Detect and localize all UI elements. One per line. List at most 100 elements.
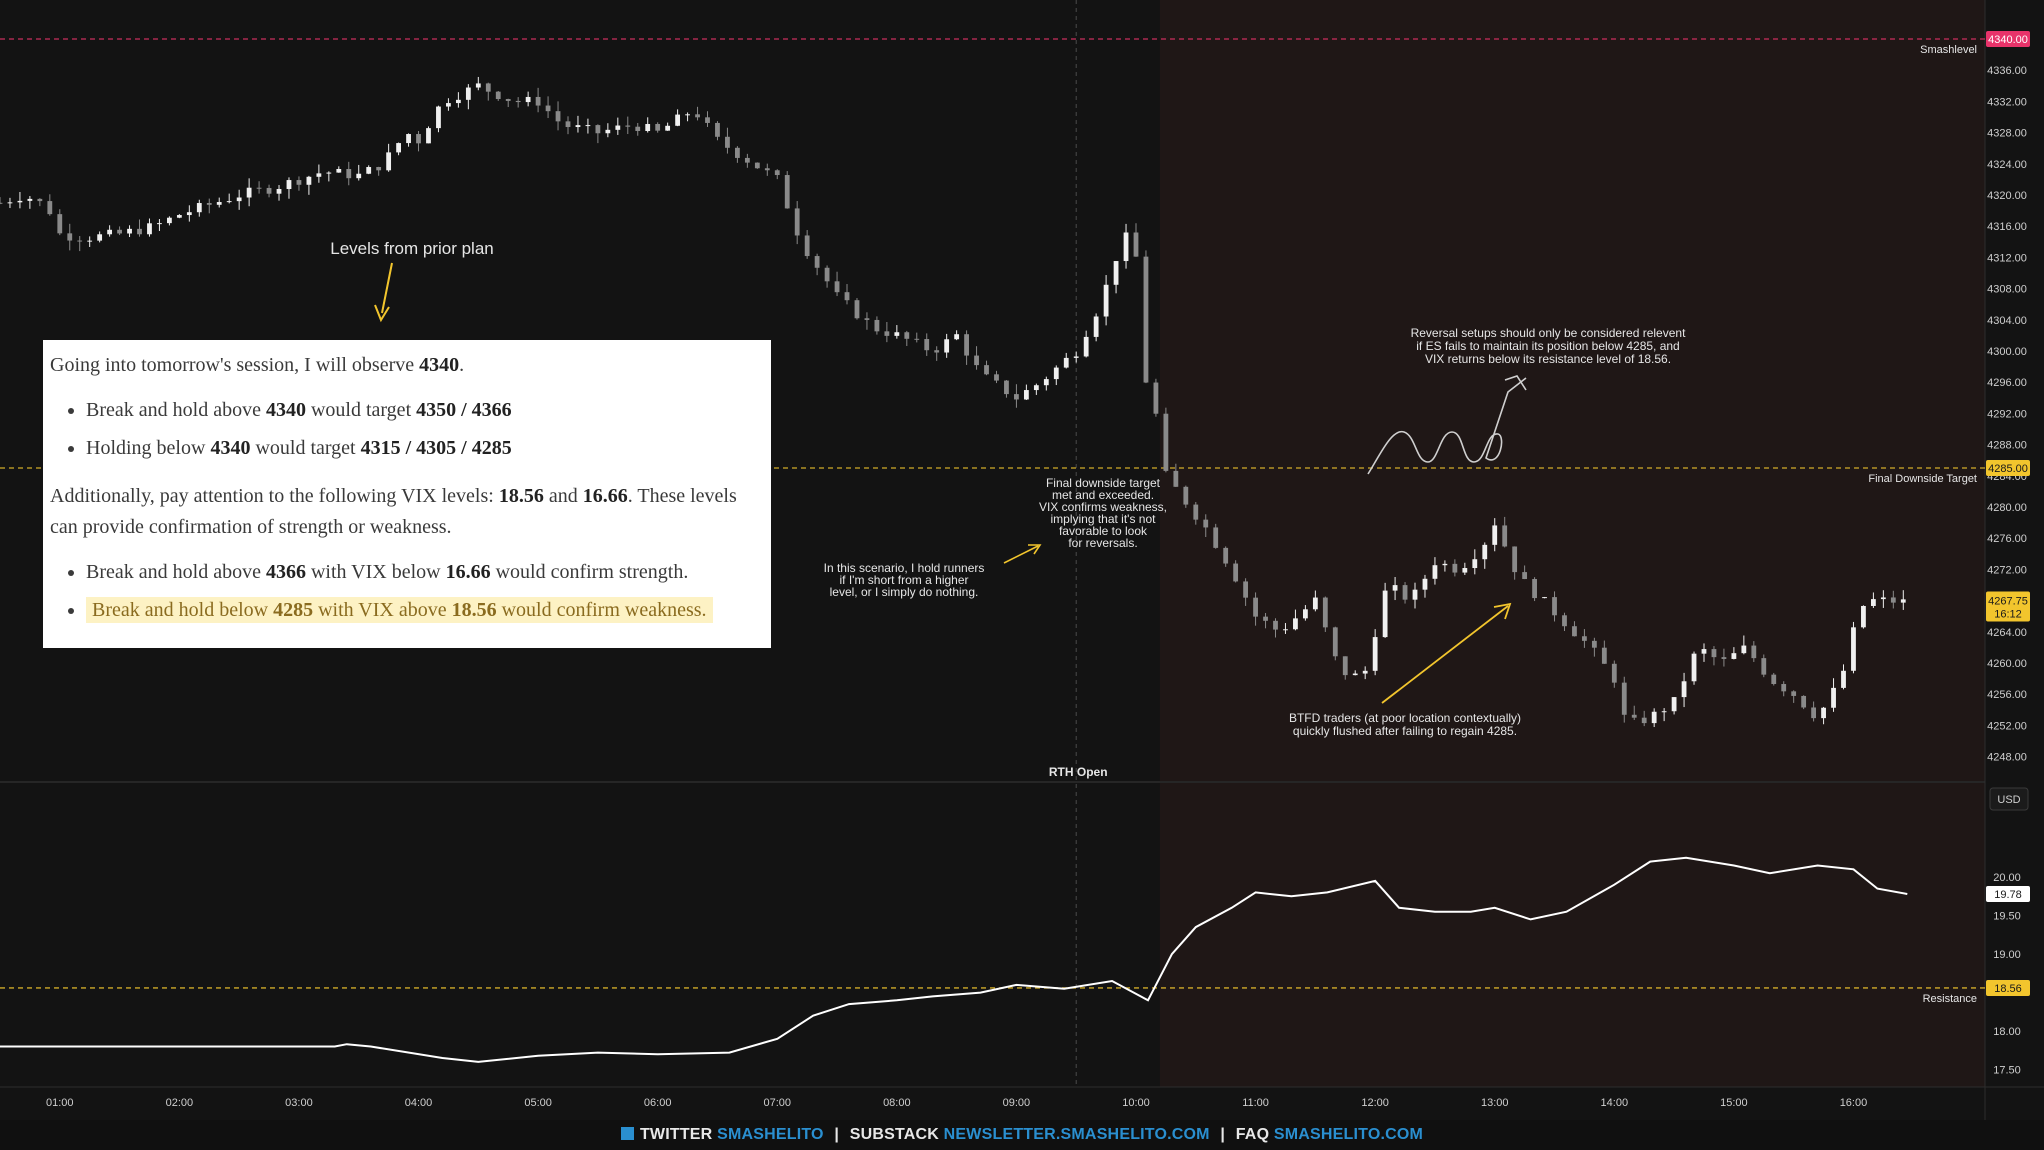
candle-body — [167, 217, 172, 224]
candle-body — [1711, 649, 1717, 658]
candle-body — [396, 143, 401, 153]
time-tick-label: 10:00 — [1122, 1097, 1150, 1109]
candle-body — [47, 201, 53, 215]
candle-body — [17, 200, 23, 203]
candle-body — [914, 338, 920, 340]
plan-level: 4350 / 4366 — [416, 399, 512, 421]
candle-body — [1103, 284, 1109, 317]
candle-body — [1870, 599, 1876, 606]
candle-body — [1422, 578, 1428, 590]
time-tick-label: 15:00 — [1720, 1097, 1748, 1109]
substack-link[interactable]: NEWSLETTER.SMASHELITO.COM — [943, 1126, 1210, 1143]
candle-body — [1123, 232, 1129, 262]
candle-body — [1043, 379, 1049, 386]
level-name: Final Downside Target — [1868, 473, 1977, 485]
price-tick-label: 4280.00 — [1987, 502, 2027, 514]
candle-body — [814, 256, 820, 268]
candle-body — [1093, 316, 1099, 337]
candle-body — [446, 103, 451, 107]
candle-body — [864, 318, 870, 320]
price-tick-label: 4276.00 — [1987, 533, 2027, 545]
candle-body — [67, 233, 73, 241]
last-price-box — [1986, 591, 2030, 622]
time-tick-label: 07:00 — [763, 1097, 791, 1109]
candle-body — [196, 203, 202, 213]
candle-body — [774, 170, 780, 176]
vix-resistance-tag-box — [1986, 979, 2030, 996]
candle-body — [754, 162, 760, 169]
candle-body — [1033, 385, 1039, 391]
candle-body — [1691, 653, 1697, 682]
candle-body — [1322, 597, 1328, 628]
target-met-note-line: favorable to look — [1059, 524, 1148, 538]
candle-body — [1113, 261, 1119, 285]
candle-body — [1014, 394, 1019, 400]
candle-body — [206, 203, 212, 205]
downside-target-tag-box — [1986, 460, 2030, 476]
runners-note-line: if I'm short from a higher — [840, 573, 969, 587]
footer-bar: TWITTER SMASHELITO | SUBSTACK NEWSLETTER… — [0, 1120, 2044, 1150]
candle-body — [346, 169, 352, 179]
candle-body — [326, 172, 332, 174]
plan-level: 16.66 — [445, 561, 491, 583]
candle-body — [366, 167, 372, 174]
runners-note-line: level, or I simply do nothing. — [830, 585, 979, 599]
candle-body — [1233, 563, 1239, 582]
candle-body — [725, 136, 730, 148]
candle-body — [465, 87, 471, 100]
candle-body — [1641, 717, 1647, 724]
candle-body — [1811, 707, 1817, 719]
candle-body — [1831, 687, 1836, 708]
candle-body — [1542, 597, 1547, 599]
vix-resistance-tag: 18.56 — [1994, 983, 2022, 995]
candle-body — [1591, 640, 1597, 648]
candle-body — [675, 114, 681, 126]
candle-body — [226, 201, 232, 203]
rth-session-shading-vix — [1159, 783, 1985, 1087]
target-met-note-line: implying that it's not — [1050, 512, 1156, 526]
price-tick-label: 4308.00 — [1987, 284, 2027, 296]
candle-body — [1512, 546, 1518, 573]
candle-body — [804, 235, 810, 257]
plan-text: would target — [305, 399, 417, 421]
candle-body — [1562, 615, 1567, 627]
plan-text: Additionally, pay attention to the follo… — [50, 485, 499, 507]
plan-text: would target — [250, 437, 361, 459]
candle-body — [0, 202, 3, 204]
time-tick-label: 09:00 — [1003, 1097, 1031, 1109]
faq-link[interactable]: SMASHELITO.COM — [1273, 1126, 1424, 1143]
vix-tick-label: 19.50 — [1993, 911, 2021, 923]
price-tick-label: 4304.00 — [1987, 315, 2027, 327]
candle-body — [1442, 563, 1448, 566]
time-tick-label: 12:00 — [1361, 1097, 1389, 1109]
reversal-path-sketch — [1367, 377, 1527, 475]
chart-canvas[interactable]: RTH Open Smashlevel Final Downside Target… — [0, 0, 2044, 1120]
candle-body — [1532, 579, 1537, 599]
twitter-handle-link[interactable]: SMASHELITO — [717, 1126, 824, 1143]
candle-body — [1522, 572, 1528, 580]
candle-body — [834, 281, 840, 293]
plan-level: 4366 — [265, 561, 306, 583]
candle-body — [1213, 527, 1219, 548]
candle-body — [1302, 609, 1308, 619]
vix-last-box — [1986, 885, 2030, 902]
candle-body — [744, 157, 750, 163]
candle-body — [495, 91, 501, 100]
plan-intro-level: 4340 — [419, 354, 460, 376]
candle-body — [645, 123, 651, 131]
vix-tick-label: 19.00 — [1993, 949, 2021, 961]
time-tick-label: 06:00 — [644, 1097, 672, 1109]
price-tick-label: 4320.00 — [1987, 190, 2027, 202]
price-tick-label: 4300.00 — [1987, 346, 2027, 358]
candle-body — [406, 134, 411, 144]
candle-body — [994, 374, 999, 381]
candle-body — [1293, 618, 1298, 630]
candle-body — [1601, 647, 1607, 664]
candle-body — [555, 111, 561, 122]
price-tick-label: 4332.00 — [1987, 96, 2027, 108]
plan-confirm-list: Break and hold above 4366 with VIX below… — [50, 553, 765, 629]
candle-body — [1621, 682, 1627, 715]
candle-body — [655, 123, 661, 131]
footer-separator: | — [1220, 1126, 1226, 1143]
candle-body — [1721, 657, 1727, 659]
